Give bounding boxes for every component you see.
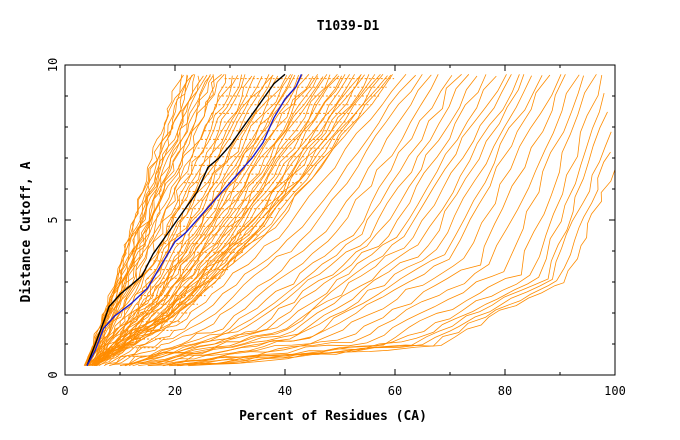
- series-line: [155, 74, 566, 366]
- series-line: [113, 74, 439, 365]
- x-axis-label: Percent of Residues (CA): [239, 409, 427, 424]
- series-line: [140, 74, 525, 365]
- x-tick-label: 20: [168, 384, 182, 398]
- series-line: [86, 74, 183, 366]
- series-line-blue: [86, 74, 303, 367]
- series-line: [93, 74, 310, 367]
- series-line: [92, 76, 263, 366]
- series-line: [147, 75, 543, 367]
- axis-ticks: 0 20 40 60 80 100 0 5 10: [46, 58, 626, 398]
- series-line: [150, 74, 562, 364]
- x-tick-label: 60: [388, 384, 402, 398]
- x-tick-label: 0: [61, 384, 68, 398]
- series-line-black: [86, 73, 286, 366]
- series-line: [109, 74, 432, 366]
- y-tick-label: 5: [46, 216, 60, 223]
- series-line: [132, 74, 507, 367]
- series-line: [134, 74, 512, 364]
- series-line: [88, 74, 194, 366]
- series-line: [138, 74, 520, 366]
- series-line: [87, 75, 200, 366]
- series-line: [104, 74, 416, 365]
- x-tick-label: 40: [278, 384, 292, 398]
- series-line: [86, 75, 253, 366]
- series-line: [95, 74, 376, 366]
- series-line: [91, 76, 318, 367]
- series-line: [91, 75, 279, 366]
- series-line: [109, 74, 423, 367]
- series-line: [89, 74, 292, 367]
- series-line: [95, 74, 303, 365]
- series-line: [86, 74, 184, 366]
- chart-title: T1039-D1: [317, 19, 380, 34]
- series-line: [90, 74, 331, 366]
- series-line: [88, 74, 270, 367]
- y-tick-label: 0: [46, 371, 60, 378]
- series-line: [163, 74, 580, 367]
- series-line: [124, 74, 470, 367]
- series-line: [93, 74, 319, 364]
- series-line: [162, 75, 584, 367]
- plot-lines: [83, 73, 616, 367]
- y-tick-label: 10: [46, 58, 60, 72]
- series-line: [177, 93, 605, 367]
- series-line: [128, 75, 497, 367]
- series-line: [98, 75, 388, 367]
- series-line: [125, 75, 478, 367]
- series-line: [122, 74, 462, 366]
- series-line: [88, 74, 227, 365]
- series-line: [93, 75, 342, 366]
- series-line: [91, 76, 314, 366]
- series-line: [96, 74, 362, 365]
- series-line: [187, 131, 612, 366]
- series-line: [94, 74, 384, 367]
- x-tick-label: 100: [604, 384, 626, 398]
- series-line: [96, 74, 393, 367]
- y-axis-label: Distance Cutoff, A: [19, 161, 34, 302]
- series-line: [86, 75, 233, 366]
- series-line: [188, 151, 611, 367]
- series-line: [148, 74, 551, 366]
- x-tick-label: 80: [498, 384, 512, 398]
- series-line: [83, 74, 188, 366]
- series-line: [191, 169, 616, 365]
- series-line: [124, 74, 487, 366]
- series-line: [84, 74, 215, 366]
